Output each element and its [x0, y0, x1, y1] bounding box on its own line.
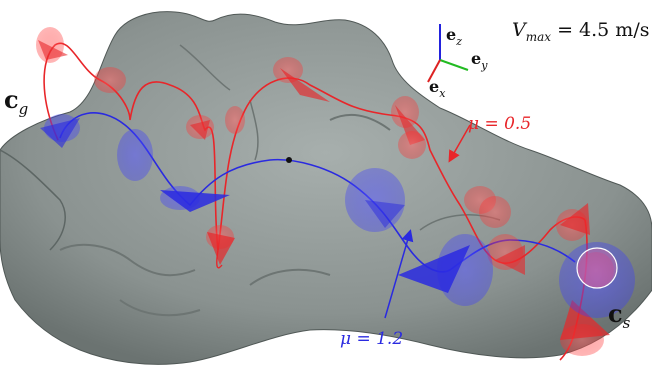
- trajectory-waypoint: [286, 157, 292, 163]
- red-cone: [479, 196, 511, 228]
- red-cone: [36, 27, 68, 63]
- axis-y: [439, 59, 469, 71]
- red-cone: [225, 106, 245, 134]
- goal-label: cg: [4, 85, 28, 118]
- mu-blue-label: μ = 1.2: [340, 329, 403, 349]
- red-cone: [206, 225, 235, 265]
- axis-label-z: ez: [446, 25, 462, 48]
- red-cone: [556, 203, 590, 241]
- red-cone: [94, 67, 126, 93]
- axis-label-y: ey: [471, 49, 488, 72]
- red-cone: [560, 300, 610, 356]
- blue-thrust-cones: [40, 114, 635, 318]
- red-cone: [186, 115, 214, 140]
- blue-cone: [398, 234, 493, 306]
- red-cone: [487, 234, 525, 275]
- start-label: cs: [608, 299, 631, 332]
- axis-x: [427, 59, 441, 83]
- blue-cone: [345, 168, 405, 232]
- terrain-surface: [0, 11, 652, 365]
- red-cone: [398, 131, 426, 159]
- mu-red-label: μ = 0.5: [468, 114, 531, 134]
- blue-cone: [559, 242, 635, 318]
- vmax-label: Vmax = 4.5 m/s: [512, 19, 649, 44]
- coordinate-axes: ez ey ex: [427, 24, 488, 100]
- mu-blue-pointer: [384, 229, 414, 319]
- annotation-arrows: [384, 124, 471, 319]
- mu-red-pointer: [448, 124, 471, 163]
- red-thrust-cones: [36, 27, 614, 356]
- labels: cg cs Vmax = 4.5 m/s μ = 0.5 μ = 1.2: [4, 19, 649, 349]
- blue-cone: [160, 186, 230, 212]
- red-cone: [273, 57, 330, 102]
- blue-cone: [40, 114, 80, 148]
- axis-label-x: ex: [429, 77, 446, 100]
- blue-cone: [117, 129, 153, 181]
